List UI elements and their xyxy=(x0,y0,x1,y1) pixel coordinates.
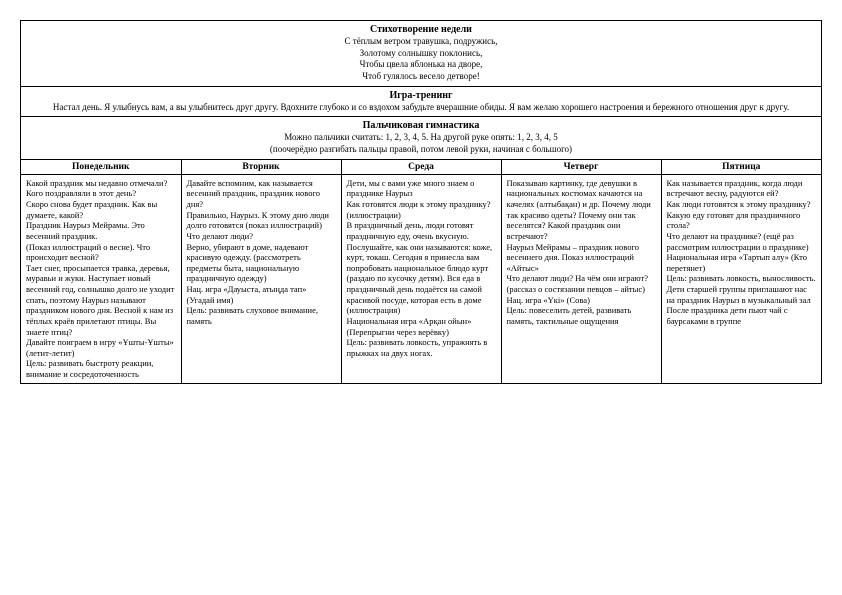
poem-line: Золотому солнышку поклонись, xyxy=(29,48,813,60)
day-cell-wed: Дети, мы с вами уже много знаем о праздн… xyxy=(341,174,501,382)
day-cell-tue: Давайте вспомним, как называется весенни… xyxy=(181,174,341,382)
training-section: Игра-тренинг Настал день. Я улыбнусь вам… xyxy=(21,87,821,118)
day-header: Четверг xyxy=(501,160,661,175)
training-text: Настал день. Я улыбнусь вам, а вы улыбни… xyxy=(29,102,813,114)
day-header: Пятница xyxy=(661,160,821,175)
poem-section: Стихотворение недели С тёплым ветром тра… xyxy=(21,21,821,87)
poem-title: Стихотворение недели xyxy=(29,24,813,36)
day-header: Вторник xyxy=(181,160,341,175)
document-frame: Стихотворение недели С тёплым ветром тра… xyxy=(20,20,822,384)
day-cell-thu: Показываю картинку, где девушки в национ… xyxy=(501,174,661,382)
days-header-row: Понедельник Вторник Среда Четверг Пятниц… xyxy=(21,160,821,175)
day-header: Среда xyxy=(341,160,501,175)
gym-and-days-section: Пальчиковая гимнастика Можно пальчики сч… xyxy=(21,117,821,382)
gym-block: Пальчиковая гимнастика Можно пальчики сч… xyxy=(21,117,821,159)
training-title: Игра-тренинг xyxy=(29,90,813,102)
gym-line1: Можно пальчики считать: 1, 2, 3, 4, 5. Н… xyxy=(29,132,813,144)
poem-line: Чтобы цвела яблонька на дворе, xyxy=(29,59,813,71)
gym-line2: (поочерёдно разгибать пальцы правой, пот… xyxy=(29,144,813,156)
poem-line: С тёплым ветром травушка, подружись, xyxy=(29,36,813,48)
day-cell-mon: Какой праздник мы недавно отмечали?Кого … xyxy=(21,174,181,382)
poem-line: Чтоб гулялось весело детворе! xyxy=(29,71,813,83)
day-header: Понедельник xyxy=(21,160,181,175)
days-table: Понедельник Вторник Среда Четверг Пятниц… xyxy=(21,160,821,383)
day-cell-fri: Как называется праздник, когда люди встр… xyxy=(661,174,821,382)
days-content-row: Какой праздник мы недавно отмечали?Кого … xyxy=(21,174,821,382)
gym-title: Пальчиковая гимнастика xyxy=(29,120,813,132)
